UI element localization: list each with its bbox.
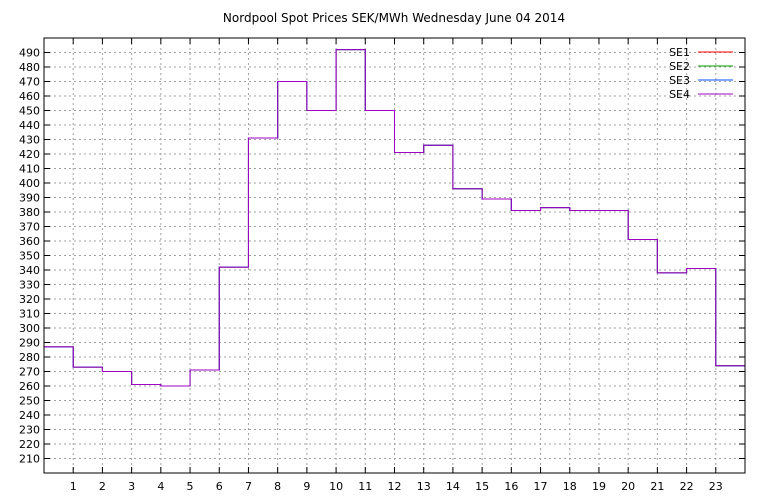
x-tick-label: 17 (534, 480, 548, 493)
series-lines (44, 49, 745, 387)
y-tick-label: 440 (19, 119, 40, 132)
y-tick-label: 260 (19, 380, 40, 393)
y-tick-label: 290 (19, 337, 40, 350)
y-tick-label: 240 (19, 409, 40, 422)
legend-label: SE4 (669, 88, 690, 101)
y-tick-label: 330 (19, 279, 40, 292)
series-line-se3 (44, 49, 745, 387)
plot-frame (43, 37, 746, 474)
x-tick-label: 7 (245, 480, 252, 493)
x-tick-label: 11 (358, 480, 372, 493)
x-tick-label: 19 (592, 480, 606, 493)
y-tick-label: 430 (19, 134, 40, 147)
x-tick-label: 4 (157, 480, 164, 493)
x-tick-label: 12 (388, 480, 402, 493)
y-tick-label: 370 (19, 221, 40, 234)
series-line-se4 (44, 49, 745, 387)
y-tick-label: 450 (19, 105, 40, 118)
y-tick-label: 340 (19, 264, 40, 277)
x-tick-label: 3 (128, 480, 135, 493)
x-tick-label: 16 (504, 480, 518, 493)
y-tick-label: 210 (19, 453, 40, 466)
x-tick-label: 9 (303, 480, 310, 493)
x-axis: 1 2 3 4 5 6 7 8 9 10 11 12 13 14 15 16 17 18 19 20 21 22 23 (70, 38, 723, 493)
y-tick-label: 420 (19, 148, 40, 161)
y-tick-label: 490 (19, 47, 40, 60)
x-tick-label: 18 (563, 480, 577, 493)
y-tick-label: 360 (19, 235, 40, 248)
series-line-se1 (44, 49, 745, 387)
y-tick-label: 390 (19, 192, 40, 205)
y-tick-label: 400 (19, 177, 40, 190)
x-tick-label: 8 (274, 480, 281, 493)
x-tick-label: 22 (680, 480, 694, 493)
x-tick-label: 20 (621, 480, 635, 493)
y-tick-label: 350 (19, 250, 40, 263)
y-tick-label: 470 (19, 76, 40, 89)
x-tick-label: 10 (329, 480, 343, 493)
y-tick-label: 320 (19, 293, 40, 306)
legend-label: SE3 (669, 74, 690, 87)
x-tick-label: 14 (446, 480, 460, 493)
x-tick-label: 2 (99, 480, 106, 493)
y-tick-label: 270 (19, 366, 40, 379)
legend-label: SE2 (669, 60, 690, 73)
x-tick-label: 1 (70, 480, 77, 493)
series-line-se2 (44, 49, 745, 387)
y-tick-label: 280 (19, 351, 40, 364)
y-tick-label: 300 (19, 322, 40, 335)
y-tick-label: 480 (19, 61, 40, 74)
y-tick-label: 310 (19, 308, 40, 321)
x-tick-label: 5 (187, 480, 194, 493)
y-tick-label: 230 (19, 424, 40, 437)
y-tick-label: 380 (19, 206, 40, 219)
y-tick-label: 220 (19, 438, 40, 451)
x-tick-label: 13 (417, 480, 431, 493)
legend-label: SE1 (669, 46, 690, 59)
y-tick-label: 250 (19, 395, 40, 408)
chart-title: Nordpool Spot Prices SEK/MWh Wednesday J… (223, 11, 565, 25)
x-tick-label: 15 (475, 480, 489, 493)
x-tick-label: 23 (709, 480, 723, 493)
x-tick-label: 6 (216, 480, 223, 493)
grid-lines (44, 38, 745, 473)
y-tick-label: 410 (19, 163, 40, 176)
y-tick-label: 460 (19, 90, 40, 103)
x-tick-label: 21 (650, 480, 664, 493)
